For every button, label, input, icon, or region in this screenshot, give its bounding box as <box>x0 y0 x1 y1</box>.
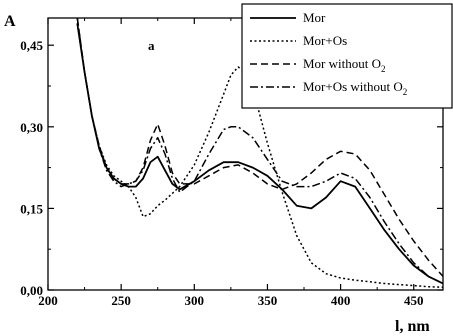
series-line <box>76 17 444 285</box>
y-tick-label: 0,45 <box>20 38 43 53</box>
legend-label: Mor+Os without O2 <box>303 79 407 97</box>
y-axis-title: A <box>4 13 16 30</box>
y-tick-label: 0,30 <box>20 120 43 135</box>
x-tick-label: 250 <box>111 293 131 308</box>
x-axis-ticks: 200 250 300 350 400 450 <box>38 18 423 308</box>
legend: Mor Mor+Os Mor without O2 Mor+Os without O2 <box>241 3 453 109</box>
y-axis-ticks: 0,00 0,15 0,30 0,45 <box>20 38 443 298</box>
legend-label: Mor without O2 <box>303 56 386 74</box>
y-tick-label: 0,00 <box>20 283 43 298</box>
series-line <box>76 17 444 277</box>
series-lines <box>76 17 444 289</box>
x-tick-label: 350 <box>258 293 278 308</box>
x-tick-label: 200 <box>38 293 58 308</box>
series-line <box>76 23 444 289</box>
legend-label: Mor+Os <box>303 33 347 48</box>
x-axis-title: l, nm <box>395 318 430 335</box>
legend-box <box>241 3 453 109</box>
panel-label: a <box>148 38 155 53</box>
x-tick-label: 400 <box>331 293 351 308</box>
x-tick-label: 450 <box>404 293 424 308</box>
x-tick-label: 300 <box>185 293 205 308</box>
legend-label: Mor <box>303 10 326 25</box>
y-tick-label: 0,15 <box>20 201 43 216</box>
